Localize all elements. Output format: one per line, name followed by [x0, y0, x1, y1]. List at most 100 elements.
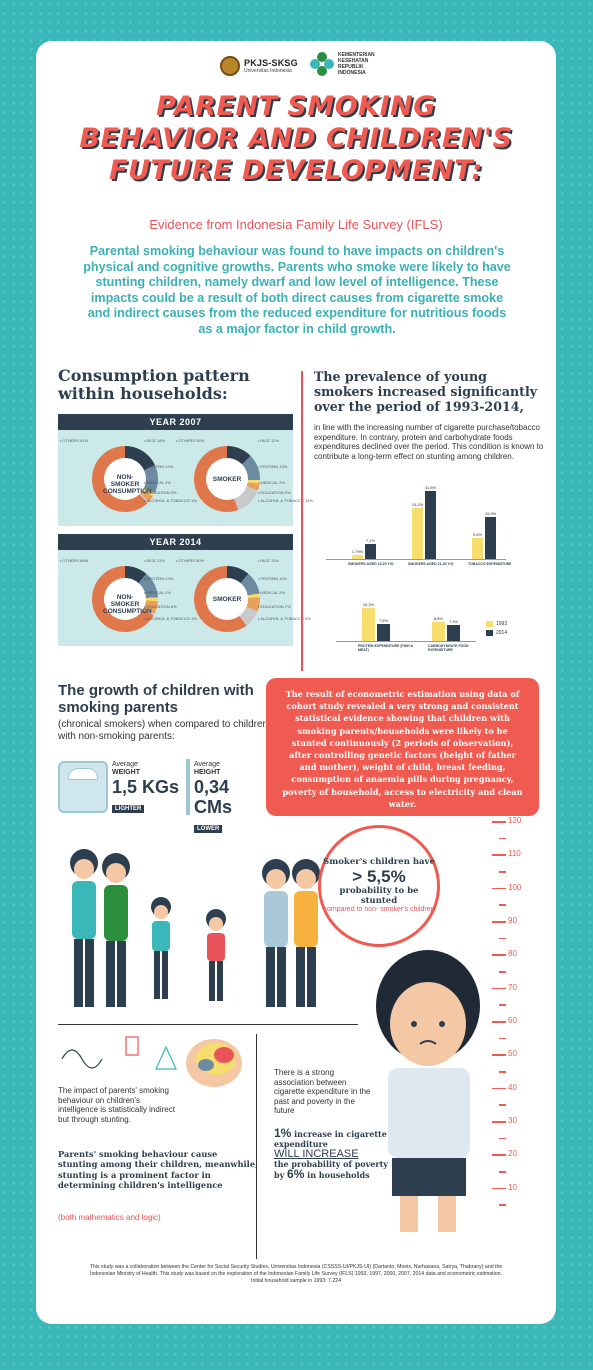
increase-percent: 1% — [274, 1126, 292, 1140]
chart-bar — [365, 543, 376, 559]
segment-label: ALCOHOL & TOBACCO 14% — [258, 498, 313, 503]
segment-label: MEDICAL 2% — [144, 590, 171, 595]
segment-label: RICE 18% — [144, 438, 165, 443]
increase-text-part: in households — [304, 1170, 370, 1180]
donut-label: NON-SMOKER CONSUMPTION — [103, 594, 152, 615]
bubble-line3: probability to be stunted — [339, 886, 419, 907]
ruler-number: 10 — [508, 1182, 517, 1192]
kemenkes-logo: KEMENTERIAN KESEHATAN REPUBLIK INDONESIA — [310, 52, 375, 76]
increase-text-part: increase in cigarette expenditure — [274, 1129, 387, 1149]
ruler-tick — [492, 854, 506, 856]
ruler-number: 30 — [508, 1116, 517, 1125]
ruler-tick-minor — [499, 904, 506, 906]
legend-item: 1993 — [486, 621, 507, 627]
ruler-tick-minor — [499, 971, 506, 973]
logo2-line: INDONESIA — [338, 70, 366, 76]
segment-label: RICE 11% — [258, 558, 278, 563]
bar-value-label: 19,9% — [484, 510, 497, 516]
donut-chart — [194, 566, 260, 632]
stat-small-label: Average — [112, 761, 138, 768]
will-increase: WILL INCREASE — [274, 1148, 359, 1160]
weight-stat: Average WEIGHT 1,5 KGs LIGHTER — [112, 761, 182, 815]
stat-value: 1,5 KGs — [112, 777, 180, 797]
logo1-name: PKJS-SKSG — [244, 58, 298, 68]
logo2-line: REPUBLIK — [338, 64, 364, 70]
ruler-tick-minor — [499, 937, 506, 940]
segment-label: EDUCATION 6% — [144, 604, 176, 609]
donut-label: SMOKER — [212, 596, 242, 603]
segment-label: OTHERS 55% — [176, 438, 204, 443]
ministry-icon — [310, 52, 334, 76]
chart-bar — [432, 621, 445, 641]
chart-legend: 1993 2014 — [486, 621, 507, 639]
ruler-number: 60 — [508, 1016, 517, 1025]
ruler-tick-minor — [499, 1204, 506, 1206]
association-text: There is a strong association between ci… — [274, 1068, 371, 1116]
ruler-tick-minor — [499, 871, 506, 873]
ruler-tick-minor — [499, 837, 506, 840]
bar-value-label: 7,1% — [365, 537, 376, 543]
ruler-tick-minor — [499, 1171, 506, 1173]
ruler-tick — [492, 1154, 506, 1156]
legend-label: 1993 — [496, 621, 508, 627]
ruler-number: 50 — [508, 1049, 517, 1059]
bar-value-label: 8,8% — [433, 615, 444, 621]
category-label: TOBACCO EXPENDITURE — [468, 562, 512, 566]
segment-label: MEDICAL 2% — [144, 480, 171, 485]
category-label: SMOKERS AGED 21-30 Y/O — [408, 562, 454, 566]
ruler-number: 80 — [508, 949, 517, 959]
segment-label: OTHERS 60% — [176, 558, 204, 563]
height-stat: Average HEIGHT 0,34 CMs LOWER — [194, 761, 264, 835]
segment-label: ALCOHOL & TOBACCO 1% — [144, 498, 196, 503]
stat-tag: LOWER — [194, 825, 223, 833]
ruler-tick-minor — [499, 1071, 506, 1073]
height-bar-icon — [186, 759, 190, 815]
ruler-tick — [492, 1054, 506, 1056]
stat-small-label: Average — [194, 761, 220, 768]
ruler-tick — [492, 887, 506, 890]
chart-bar — [447, 625, 460, 641]
cause-heading: Parents' smoking behaviour cause stuntin… — [58, 1149, 259, 1191]
growth-body: (chronical smokers) when compared to chi… — [58, 719, 269, 742]
ruler-number: 70 — [508, 982, 517, 992]
econometric-box: The result of econometric estimation usi… — [266, 678, 539, 816]
probability-bubble: Smoker's children have > 5,5% probabilit… — [318, 825, 440, 947]
vertical-divider — [256, 1034, 257, 1259]
ruler-tick — [492, 1021, 506, 1023]
seal-icon — [220, 56, 240, 76]
ruler-tick-minor — [499, 1104, 506, 1106]
stat-label: WEIGHT — [112, 769, 140, 776]
year-2007-panel: YEAR 2007 NON-SMOKER CONSUMPTION OTHERS … — [58, 414, 313, 526]
food-expenditure-bar-chart: 15,3% 7,8% PROTEIN EXPENDITURE (FISH & MEA… — [336, 596, 476, 652]
child-illustration — [376, 950, 480, 1232]
legend-swatch — [486, 630, 493, 636]
bar-value-label: 7,3% — [448, 619, 459, 625]
chart-bar — [377, 623, 390, 641]
category-label: CARBOHYDRATE FOOD EXPENDITURE — [428, 644, 469, 652]
segment-label: MEDICAL 2% — [258, 590, 285, 595]
intro-text: Parental smoking behaviour was found to … — [83, 244, 511, 336]
donut-label: SMOKER — [212, 476, 242, 483]
legend-label: 2014 — [496, 630, 508, 636]
legend-swatch — [486, 621, 493, 627]
chart-bar — [412, 507, 423, 559]
segment-label: OTHERS 68% — [60, 558, 88, 563]
height-ruler: 120 110 100 90 80 70 60 50 40 30 20 10 — [488, 816, 528, 1221]
chart-bar — [362, 607, 375, 641]
segment-label: PROTEIN 13% — [144, 576, 173, 581]
ruler-number: 110 — [508, 849, 521, 859]
segment-label: OTHERS 61% — [60, 438, 88, 443]
chart-bar — [352, 555, 363, 559]
horizontal-divider — [58, 1024, 358, 1025]
infographic-card: PKJS-SKSG Universitas Indonesia KEMENTER… — [36, 41, 556, 1324]
logo1-sub: Universitas Indonesia — [244, 68, 292, 74]
ruler-tick-minor — [499, 1004, 506, 1006]
segment-label: MEDICAL 2% — [258, 480, 285, 485]
ruler-tick — [492, 1087, 506, 1090]
section-divider — [301, 371, 303, 671]
donut-chart — [92, 446, 158, 512]
stat-tag: LIGHTER — [112, 805, 145, 813]
footer-credits: This study was a collaboration between t… — [89, 1264, 503, 1284]
increase-text-part: the probability of poverty by — [274, 1159, 388, 1180]
segment-label: PROTEIN 14% — [144, 464, 173, 469]
